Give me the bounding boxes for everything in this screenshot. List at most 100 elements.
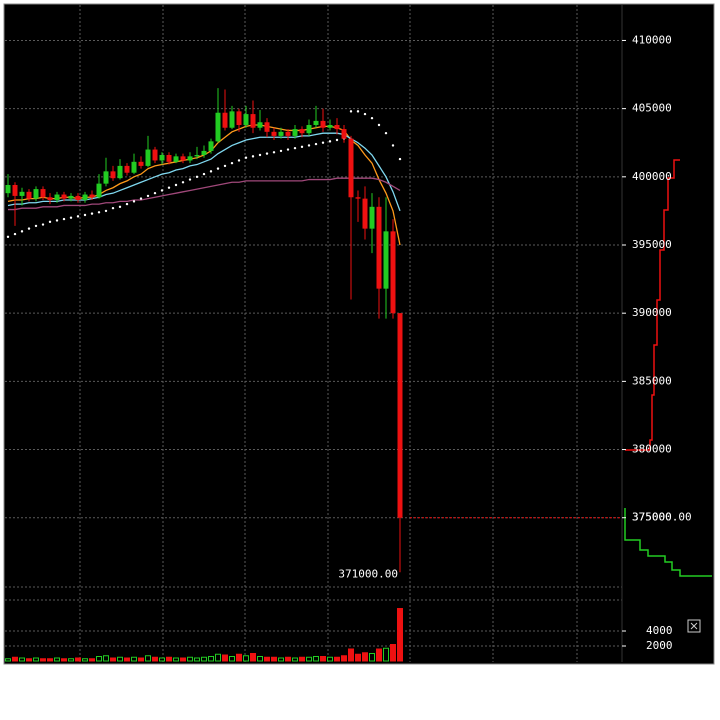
candle-body: [61, 194, 67, 199]
volume-bar: [215, 653, 221, 662]
candle-body: [264, 122, 270, 132]
candle-body: [124, 165, 130, 173]
sar-dot: [188, 178, 192, 181]
sar-dot: [335, 138, 339, 142]
candle-body: [82, 194, 88, 200]
volume-bar: [390, 644, 396, 662]
volume-bar: [75, 657, 81, 662]
volume-bar: [96, 656, 102, 662]
candle-body: [47, 197, 53, 200]
candle-body: [40, 189, 46, 198]
sar-dot: [223, 164, 227, 168]
close-box[interactable]: [687, 619, 701, 633]
volume-tick-label: 4000: [646, 624, 673, 637]
time-grid: [5, 5, 623, 662]
sar-dot: [174, 183, 178, 187]
candle-body: [320, 120, 326, 128]
volume-bar: [159, 657, 165, 662]
sar-dot: [104, 209, 108, 213]
volume-bar: [257, 656, 263, 662]
volume-bar: [19, 657, 25, 662]
sar-dot: [125, 202, 129, 206]
candle-body: [299, 129, 305, 134]
candle-body: [306, 125, 312, 134]
sar-dot: [258, 153, 262, 157]
candle-body: [131, 161, 137, 173]
volume-bar: [12, 656, 18, 662]
candle-body: [229, 111, 235, 128]
volume-bar: [271, 656, 277, 662]
sar-dot: [90, 212, 94, 215]
volume-bar: [68, 658, 74, 662]
volume-bar: [369, 653, 375, 662]
volume-bar: [355, 653, 361, 662]
sar-dot: [34, 224, 38, 228]
sar-dot: [153, 191, 157, 195]
candle-body: [187, 156, 193, 161]
sar-dot: [265, 152, 269, 155]
candle-body: [285, 131, 291, 136]
sar-dot: [398, 157, 402, 161]
candle-body: [96, 183, 102, 198]
candle-body: [201, 150, 207, 155]
volume-bar: [250, 653, 256, 662]
sar-dot: [349, 110, 353, 113]
candle-body: [68, 195, 74, 199]
candle-body: [236, 111, 242, 125]
candle-body: [390, 231, 396, 314]
moving-average: [8, 177, 401, 211]
sar-dot: [181, 181, 185, 184]
low-price-label: 371000.00: [338, 567, 398, 580]
candle-body: [278, 131, 284, 136]
volume-bar: [110, 657, 116, 662]
volume-bar: [103, 655, 109, 662]
candle-body: [348, 138, 354, 198]
sar-dot: [132, 200, 136, 203]
y-tick-label: 400000: [632, 170, 672, 183]
volume-bar: [397, 608, 403, 662]
volume-bar: [285, 656, 291, 662]
sar-dot: [20, 230, 24, 233]
sar-dot: [293, 146, 297, 150]
sar-dot: [97, 211, 101, 214]
chart-background: [3, 3, 715, 665]
sar-dot: [62, 217, 66, 221]
volume-bar: [89, 658, 95, 662]
sar-dot: [216, 167, 220, 170]
volume-bar: [131, 656, 137, 662]
candle-body: [138, 161, 144, 166]
volume-bar: [299, 656, 305, 662]
volume-tick-label: 2000: [646, 639, 673, 652]
close-button[interactable]: [687, 619, 701, 633]
candle-body: [103, 171, 109, 184]
volume-bar: [278, 657, 284, 662]
sar-dot: [377, 123, 381, 127]
candle-body: [355, 197, 361, 199]
candle-body: [341, 129, 347, 139]
bid-depth: [624, 508, 712, 577]
candle-body: [327, 125, 333, 128]
volume-bar: [5, 658, 11, 662]
volume-bar: [54, 657, 60, 662]
volume-bar: [117, 656, 123, 662]
volume-bar: [292, 657, 298, 662]
candle-body: [376, 206, 382, 289]
candle-body: [110, 171, 116, 179]
candle-body: [89, 194, 95, 198]
volume-bar: [194, 657, 200, 662]
sar-dot: [356, 110, 360, 113]
sar-dot: [118, 205, 122, 209]
volume-bar: [145, 655, 151, 662]
sar-dot: [279, 149, 283, 153]
sar-dot: [391, 144, 395, 147]
candle-body: [33, 189, 39, 199]
volume-bar: [180, 657, 186, 662]
candle-body: [19, 191, 25, 196]
sar-dot: [167, 186, 171, 189]
volume-bar: [222, 654, 228, 662]
volume-bar: [208, 656, 214, 662]
candle-body: [180, 156, 186, 161]
volume-bar: [26, 658, 32, 662]
candle-body: [250, 114, 256, 128]
